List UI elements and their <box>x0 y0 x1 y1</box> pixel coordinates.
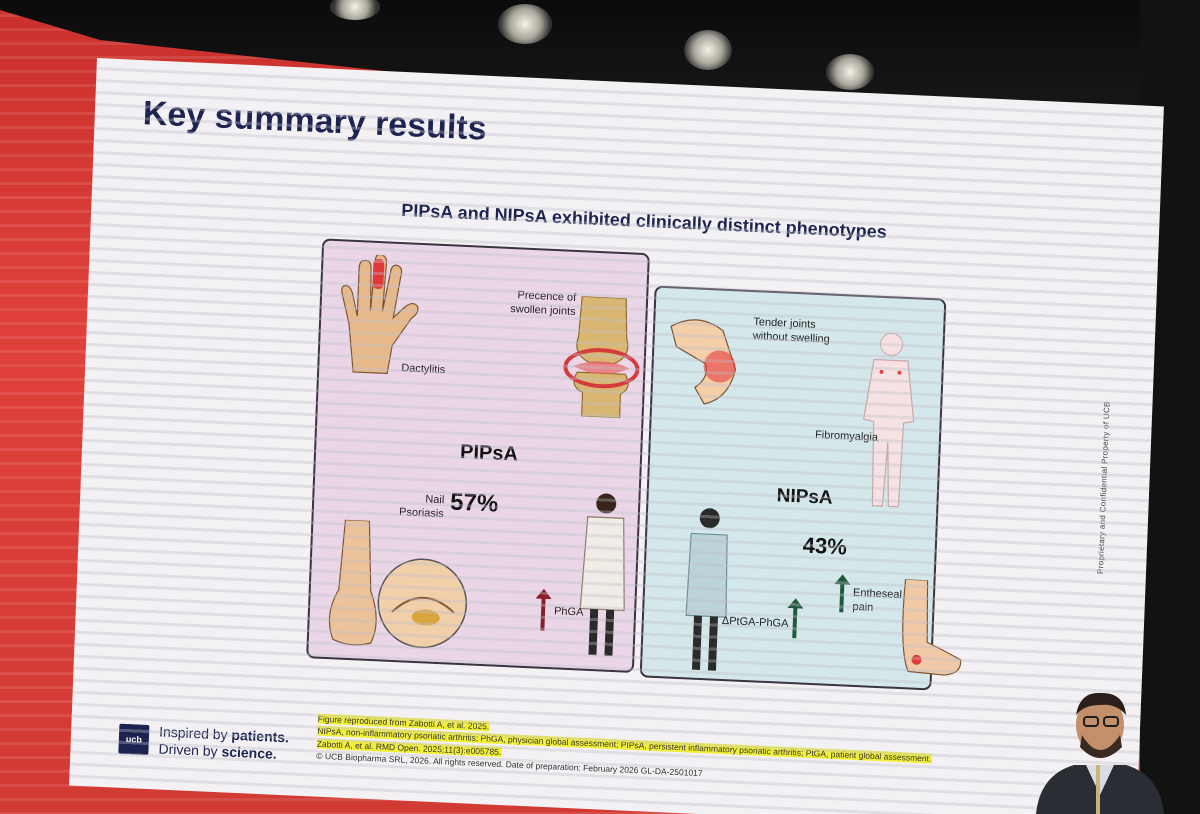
nipsa-percent: 43% <box>802 532 848 560</box>
nipsa-name: NIPsA <box>776 485 834 509</box>
foot-nail-icon <box>328 519 468 649</box>
tagline-2a: Driven by <box>158 740 222 760</box>
body-outline-figure <box>863 332 915 508</box>
ucb-logo: ucb <box>118 723 150 755</box>
physician-figure <box>579 493 625 656</box>
ankle-foot-icon <box>902 578 962 676</box>
stage-light <box>826 54 874 90</box>
entheseal-arrow-up-icon <box>834 573 851 613</box>
tender-joints-label: Tender joints without swelling <box>752 316 831 346</box>
pipsa-percent: 57% <box>449 488 499 518</box>
tagline: Inspired by patients. Driven by science. <box>158 724 289 763</box>
hand-icon <box>341 253 419 375</box>
fibromyalgia-label: Fibromyalgia <box>814 428 879 444</box>
references: Figure reproduced from Zabotti A, et al.… <box>316 713 957 791</box>
knee-joint-icon <box>563 295 640 419</box>
pipsa-name: PIPsA <box>459 440 519 466</box>
tagline-2b: science. <box>221 743 278 762</box>
nail-psoriasis-label: Nail Psoriasis <box>398 493 445 520</box>
stage-light <box>498 4 552 44</box>
speaker-person <box>1036 692 1164 814</box>
ucb-branding: ucb Inspired by patients. Driven by scie… <box>118 722 289 763</box>
tagline-1b: patients. <box>231 726 290 746</box>
phga-arrow-up-icon <box>535 588 552 631</box>
phga-label: PhGA <box>553 605 584 619</box>
patient-figure <box>685 508 728 671</box>
projected-slide: Key summary results PIPsA and NIPsA exhi… <box>69 58 1164 814</box>
knee-tender-icon <box>670 319 737 405</box>
slide-subtitle: PIPsA and NIPsA exhibited clinically dis… <box>401 199 888 242</box>
dactylitis-label: Dactylitis <box>401 362 446 377</box>
side-note: Proprietary and Confidential Property of… <box>1095 401 1112 575</box>
slide-title: Key summary results <box>142 94 488 148</box>
stage-light <box>330 0 380 20</box>
delta-label: ΔPtGA-PhGA <box>721 614 789 630</box>
stage-light <box>684 30 732 70</box>
delta-arrow-up-icon <box>787 597 804 639</box>
